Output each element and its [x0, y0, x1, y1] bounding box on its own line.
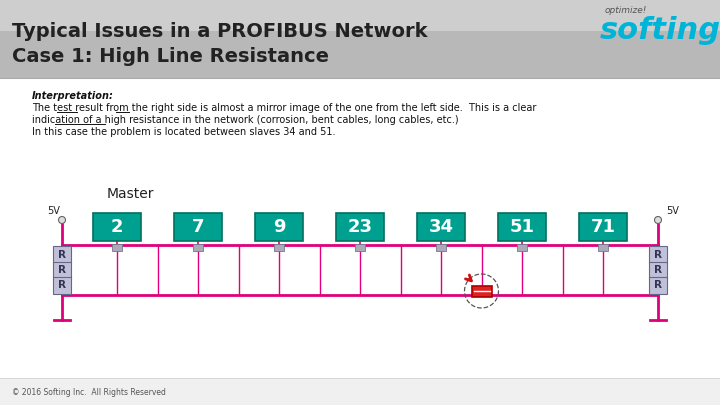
Bar [649, 246, 667, 263]
Text: 34: 34 [428, 218, 454, 236]
Bar [53, 277, 71, 294]
Text: 23: 23 [348, 218, 372, 236]
Bar [93, 213, 141, 241]
Text: 71: 71 [590, 218, 616, 236]
Bar [193, 244, 203, 251]
Bar [0, 78, 720, 405]
Text: 51: 51 [510, 218, 534, 236]
Text: softing: softing [600, 16, 720, 45]
Text: R: R [58, 281, 66, 290]
Text: Case 1: High Line Resistance: Case 1: High Line Resistance [12, 47, 329, 66]
Bar [274, 244, 284, 251]
Bar [174, 213, 222, 241]
Bar [649, 262, 667, 279]
Bar [472, 286, 492, 296]
Bar [53, 262, 71, 279]
Text: 5V: 5V [48, 206, 60, 216]
Bar [355, 244, 365, 251]
Text: R: R [654, 281, 662, 290]
Bar [417, 213, 465, 241]
Bar [517, 244, 527, 251]
Text: The test result from the right side is almost a mirror image of the one from the: The test result from the right side is a… [32, 103, 536, 113]
Text: R: R [58, 249, 66, 260]
Bar [0, 378, 720, 405]
Text: R: R [58, 265, 66, 275]
Text: Interpretation:: Interpretation: [32, 91, 114, 101]
Bar [598, 244, 608, 251]
Bar [579, 213, 627, 241]
Bar [649, 277, 667, 294]
Text: 2: 2 [111, 218, 123, 236]
Bar [0, 31, 720, 78]
Text: optimize!: optimize! [605, 6, 647, 15]
Text: Typical Issues in a PROFIBUS Network: Typical Issues in a PROFIBUS Network [12, 22, 428, 41]
Bar [336, 213, 384, 241]
Text: 7: 7 [192, 218, 204, 236]
Text: 9: 9 [273, 218, 285, 236]
Text: In this case the problem is located between slaves 34 and 51.: In this case the problem is located betw… [32, 127, 336, 137]
Bar [436, 244, 446, 251]
Text: 5V: 5V [666, 206, 679, 216]
Circle shape [58, 217, 66, 224]
Bar [53, 246, 71, 263]
Bar [498, 213, 546, 241]
Bar [255, 213, 303, 241]
Text: Master: Master [107, 187, 155, 201]
Text: © 2016 Softing Inc.  All Rights Reserved: © 2016 Softing Inc. All Rights Reserved [12, 388, 166, 397]
Text: R: R [654, 265, 662, 275]
Bar [0, 0, 720, 31]
Text: indication of a high resistance in the network (corrosion, bent cables, long cab: indication of a high resistance in the n… [32, 115, 459, 125]
Bar [112, 244, 122, 251]
Text: R: R [654, 249, 662, 260]
Circle shape [654, 217, 662, 224]
